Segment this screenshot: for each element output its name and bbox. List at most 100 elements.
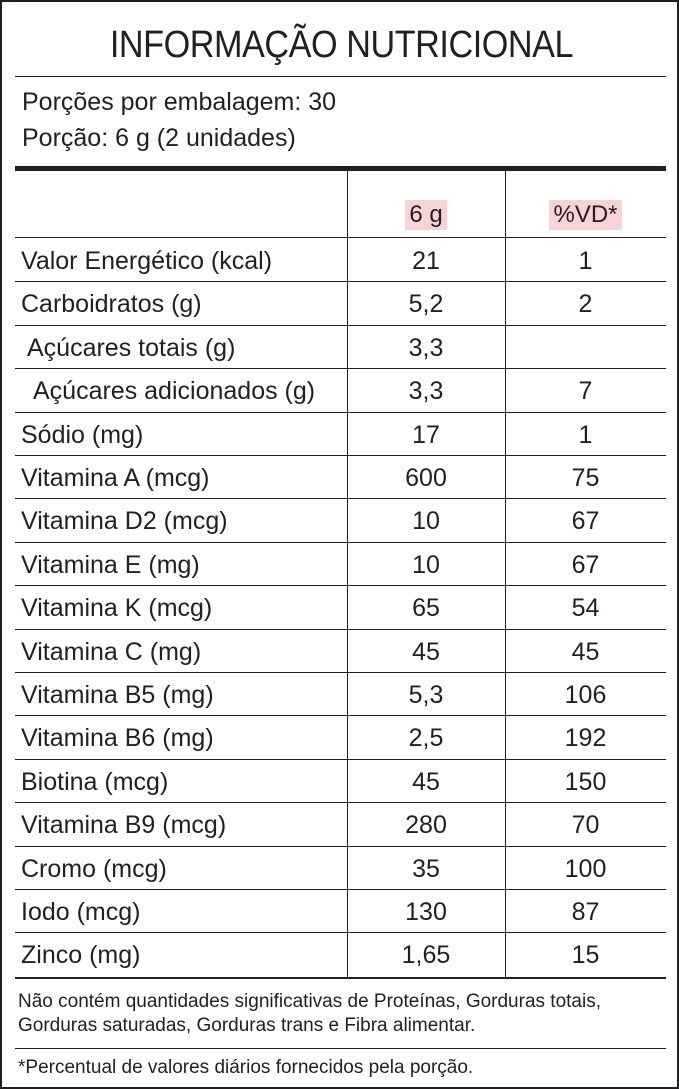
nutrient-vd: 70 bbox=[571, 811, 600, 840]
table-row: Biotina (mcg) 45 150 bbox=[15, 760, 666, 804]
row-divider bbox=[15, 845, 666, 847]
nutrient-amount: 2,5 bbox=[408, 724, 444, 753]
nutrient-name: Valor Energético (kcal) bbox=[21, 247, 273, 275]
nutrient-name: Vitamina K (mcg) bbox=[21, 594, 213, 623]
column-divider-amount bbox=[347, 171, 348, 977]
nutrient-name: Iodo (mcg) bbox=[21, 898, 141, 926]
table-row: Sódio (mg) 17 1 bbox=[15, 413, 666, 456]
table-row: Vitamina B6 (mg) 2,5 192 bbox=[15, 716, 666, 760]
row-divider bbox=[15, 368, 666, 370]
table-row: Valor Energético (kcal) 21 1 bbox=[15, 239, 666, 283]
table-row: Açúcares totais (g) 3,3 bbox=[15, 326, 666, 370]
nutrient-name: Açúcares adicionados (g) bbox=[33, 377, 316, 406]
amount-header-label: 6 g bbox=[405, 200, 447, 230]
nutrient-name: Vitamina C (mg) bbox=[21, 637, 202, 666]
table-bottom-divider bbox=[15, 977, 666, 979]
nutrient-amount: 35 bbox=[412, 854, 440, 883]
portion-size: Porção: 6 g (2 unidades) bbox=[22, 124, 296, 152]
servings-per-package: Porções por embalagem: 30 bbox=[22, 88, 337, 116]
footnote-not-significant: Não contém quantidades significativas de… bbox=[18, 991, 601, 1036]
nutrient-amount: 65 bbox=[412, 594, 440, 623]
row-divider bbox=[15, 281, 666, 283]
footnote-divider bbox=[15, 1048, 666, 1049]
nutrient-name: Zinco (mg) bbox=[21, 941, 141, 970]
row-divider bbox=[15, 411, 666, 413]
row-divider bbox=[15, 628, 666, 630]
nutrient-vd: 192 bbox=[564, 724, 607, 753]
nutrient-vd: 45 bbox=[571, 637, 600, 666]
nutrient-amount: 600 bbox=[405, 464, 447, 492]
amount-column-header: 6 g bbox=[347, 198, 505, 232]
row-divider bbox=[15, 932, 666, 934]
nutrient-vd: 1 bbox=[578, 420, 593, 449]
nutrient-amount: 5,2 bbox=[408, 290, 444, 319]
row-divider bbox=[15, 585, 666, 587]
row-divider bbox=[15, 324, 666, 326]
table-row: Vitamina B5 (mg) 5,3 106 bbox=[15, 673, 666, 717]
nutrient-amount: 10 bbox=[412, 550, 440, 579]
nutrient-name: Vitamina D2 (mcg) bbox=[21, 507, 228, 536]
nutrient-vd: 54 bbox=[571, 594, 600, 623]
table-row: Iodo (mcg) 130 87 bbox=[15, 890, 666, 934]
nutrient-name: Açúcares totais (g) bbox=[27, 333, 236, 362]
row-divider bbox=[15, 498, 666, 500]
nutrient-vd: 7 bbox=[578, 377, 593, 406]
nutrient-vd: 2 bbox=[578, 290, 593, 319]
nutrient-name: Cromo (mcg) bbox=[21, 854, 167, 883]
header-divider bbox=[15, 237, 666, 238]
panel-title: INFORMAÇÃO NUTRICIONAL bbox=[109, 24, 574, 66]
nutrient-vd: 106 bbox=[564, 681, 607, 709]
nutrient-vd: 1 bbox=[578, 247, 593, 275]
nutrient-amount: 45 bbox=[412, 637, 440, 666]
nutrient-amount: 130 bbox=[405, 898, 447, 926]
nutrient-name: Vitamina A (mcg) bbox=[21, 464, 210, 492]
table-row: Carboidratos (g) 5,2 2 bbox=[15, 282, 666, 326]
nutrient-amount: 5,3 bbox=[408, 681, 444, 709]
nutrient-name: Sódio (mg) bbox=[21, 420, 144, 449]
column-divider-vd bbox=[505, 171, 506, 977]
row-divider bbox=[15, 802, 666, 804]
row-divider bbox=[15, 888, 666, 890]
nutrient-name: Vitamina E (mg) bbox=[21, 550, 200, 579]
nutrient-name: Vitamina B9 (mcg) bbox=[21, 811, 227, 840]
nutrient-vd: 67 bbox=[571, 507, 600, 536]
row-divider bbox=[15, 758, 666, 760]
title-divider bbox=[15, 76, 666, 77]
nutrient-amount: 3,3 bbox=[408, 333, 444, 362]
vd-column-header: %VD* bbox=[505, 198, 666, 232]
nutrient-name: Biotina (mcg) bbox=[21, 767, 169, 796]
serving-divider bbox=[15, 166, 666, 171]
row-divider bbox=[15, 671, 666, 673]
table-row: Vitamina C (mg) 45 45 bbox=[15, 630, 666, 673]
table-row: Vitamina B9 (mcg) 280 70 bbox=[15, 803, 666, 847]
footnote-percent-vd: *Percentual de valores diários fornecido… bbox=[18, 1057, 474, 1078]
vd-header-label: %VD* bbox=[549, 200, 622, 230]
nutrient-name: Vitamina B6 (mg) bbox=[21, 724, 214, 753]
nutrient-vd: 150 bbox=[564, 767, 607, 796]
table-row: Vitamina K (mcg) 65 54 bbox=[15, 586, 666, 630]
nutrient-vd: 75 bbox=[571, 464, 600, 492]
row-divider bbox=[15, 715, 666, 717]
nutrient-amount: 280 bbox=[405, 811, 447, 840]
nutrient-amount: 21 bbox=[412, 247, 440, 275]
row-divider bbox=[15, 454, 666, 456]
table-row: Cromo (mcg) 35 100 bbox=[15, 847, 666, 890]
table-row: Zinco (mg) 1,65 15 bbox=[15, 933, 666, 976]
table-row: Vitamina D2 (mcg) 10 67 bbox=[15, 499, 666, 543]
nutrient-vd bbox=[505, 326, 666, 368]
nutrient-amount: 10 bbox=[412, 507, 440, 536]
nutrient-vd: 87 bbox=[571, 898, 600, 926]
nutrient-name: Vitamina B5 (mg) bbox=[21, 681, 214, 709]
nutrient-amount: 3,3 bbox=[408, 377, 444, 406]
table-row: Vitamina E (mg) 10 67 bbox=[15, 543, 666, 587]
row-divider bbox=[15, 541, 666, 543]
table-row: Vitamina A (mcg) 600 75 bbox=[15, 456, 666, 500]
nutrient-vd: 67 bbox=[571, 550, 600, 579]
nutrient-amount: 45 bbox=[412, 767, 440, 796]
nutrient-vd: 15 bbox=[571, 941, 600, 970]
nutrient-amount: 17 bbox=[412, 420, 440, 449]
table-row: Açúcares adicionados (g) 3,3 7 bbox=[15, 369, 666, 413]
nutrient-amount: 1,65 bbox=[401, 941, 451, 970]
nutrient-name: Carboidratos (g) bbox=[21, 290, 202, 319]
